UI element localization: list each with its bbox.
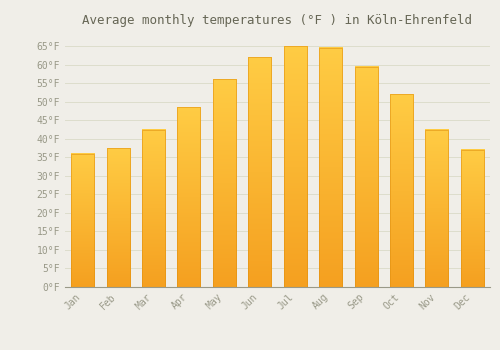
Bar bbox=[461, 150, 484, 287]
Bar bbox=[71, 154, 94, 287]
Bar bbox=[178, 107, 201, 287]
Bar bbox=[390, 94, 413, 287]
Bar bbox=[284, 46, 306, 287]
Bar bbox=[426, 130, 448, 287]
Title: Average monthly temperatures (°F ) in Köln-Ehrenfeld: Average monthly temperatures (°F ) in Kö… bbox=[82, 14, 472, 27]
Bar bbox=[248, 57, 272, 287]
Bar bbox=[319, 48, 342, 287]
Bar bbox=[354, 66, 378, 287]
Bar bbox=[106, 148, 130, 287]
Bar bbox=[142, 130, 165, 287]
Bar bbox=[213, 79, 236, 287]
